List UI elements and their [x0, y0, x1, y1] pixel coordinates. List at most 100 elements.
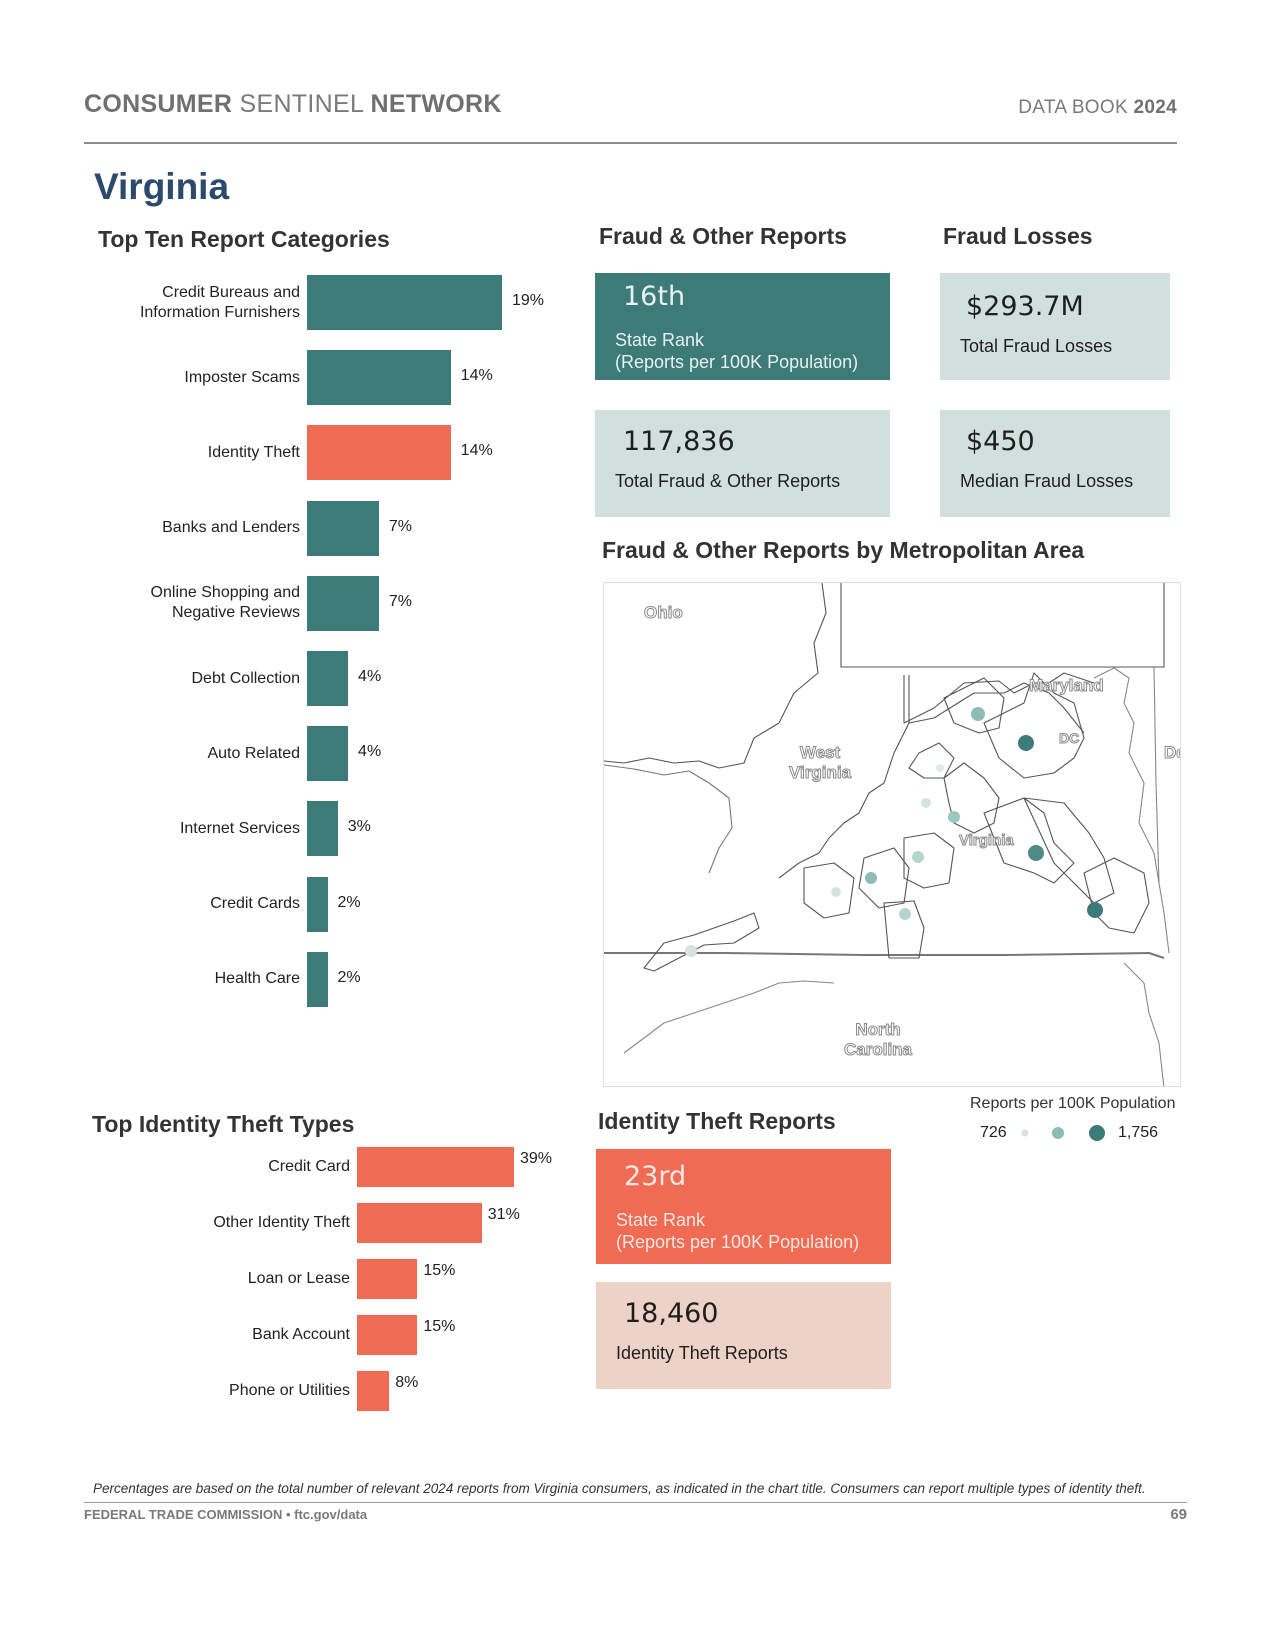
top-ten-value: 14%: [460, 367, 493, 385]
fraud-total-value: 117,836: [623, 426, 735, 457]
delaware-border: [1153, 666, 1160, 884]
metro-winchester: [943, 677, 1005, 734]
ohio-river-line: [604, 583, 827, 769]
top-ten-bar: [307, 651, 349, 706]
title-part-consumer: CONSUMER: [84, 90, 233, 118]
id-theft-type-label: Bank Account: [252, 1326, 350, 1343]
top-ten-bar: [307, 726, 349, 782]
map-label-maryland: Maryland: [1029, 676, 1105, 696]
map-label-west: West: [799, 743, 841, 763]
id-theft-type-bar: [357, 1259, 418, 1299]
metro-lynchburg: [883, 900, 925, 959]
pennsylvania-outline: [840, 583, 1165, 668]
legend-title: Reports per 100K Population: [970, 1095, 1176, 1112]
top-ten-chart: Credit Bureaus and Information Furnishers…: [0, 0, 600, 1050]
dot-lynchburg: [912, 851, 924, 863]
id-theft-type-bar: [357, 1371, 390, 1411]
id-theft-type-value: 15%: [423, 1262, 456, 1279]
id-theft-rank-label: State Rank: [616, 1210, 706, 1230]
map-label-ohio: Ohio: [644, 603, 684, 623]
top-ten-title: Top Ten Report Categories: [98, 226, 390, 252]
fraud-losses-median-value: $450: [966, 426, 1035, 457]
map-svg: [604, 583, 1170, 1086]
dot-bristol: [685, 945, 697, 957]
top-ten-label: Identity Theft: [207, 443, 300, 461]
map-label-carolina: Carolina: [843, 1040, 913, 1060]
id-theft-type-value: 39%: [520, 1150, 553, 1167]
footer-source: FEDERAL TRADE COMMISSION • ftc.gov/data: [84, 1507, 368, 1522]
data-book-label: DATA BOOK 2024: [1018, 97, 1177, 119]
id-theft-type-value: 15%: [423, 1318, 456, 1335]
top-ten-bar: [307, 876, 328, 932]
id-theft-types-title: Top Identity Theft Types: [92, 1111, 355, 1137]
title-part-network: NETWORK: [370, 90, 502, 118]
top-ten-label: Internet Services: [179, 819, 300, 837]
top-ten-value: 7%: [388, 517, 412, 535]
top-ten-value: 3%: [347, 818, 371, 836]
dot-blacksburg: [831, 887, 841, 897]
dot-charlottesville: [948, 811, 960, 823]
southwest-metro: [643, 912, 760, 972]
top-ten-bar: [307, 425, 451, 481]
id-theft-type-bar: [357, 1203, 482, 1243]
data-book-text: DATA BOOK: [1018, 97, 1128, 118]
id-theft-type-label: Credit Card: [268, 1158, 350, 1175]
footer-divider: [84, 1502, 1187, 1503]
header-divider: [84, 142, 1177, 144]
top-ten-bar: [307, 275, 502, 330]
id-theft-rank-value: 23rd: [624, 1161, 687, 1192]
dot-dc: [1018, 735, 1034, 751]
fraud-losses-median-label: Median Fraud Losses: [960, 471, 1134, 491]
metro-dc: [983, 672, 1085, 779]
fraud-total-label: Total Fraud & Other Reports: [615, 471, 841, 491]
va-nc-border: [604, 952, 1165, 959]
top-ten-label: Imposter Scams: [184, 368, 300, 386]
top-ten-bar: [307, 575, 379, 631]
nc-river: [623, 980, 835, 1054]
id-theft-type-value: 31%: [487, 1206, 520, 1223]
id-theft-rank-sublabel: (Reports per 100K Population): [616, 1232, 860, 1252]
metro-roanoke: [903, 832, 955, 889]
kentucky-border: [604, 764, 733, 874]
map-label-west-virginia: West Virginia: [788, 743, 851, 783]
dot-danville: [899, 908, 911, 920]
dot-roanoke: [865, 872, 877, 884]
legend-min: 726: [980, 1124, 1007, 1141]
metro-virginia-beach: [1083, 857, 1150, 934]
report-title: CONSUMER SENTINEL NETWORK: [84, 90, 502, 119]
fraud-rank-value: 16th: [623, 281, 686, 312]
top-ten-value: 4%: [358, 743, 382, 761]
top-ten-bar: [307, 801, 338, 857]
dot-richmond: [1028, 845, 1044, 861]
id-theft-total-label: Identity Theft Reports: [616, 1343, 788, 1363]
fraud-rank-sublabel: (Reports per 100K Population): [615, 352, 859, 372]
fraud-total-box: 117,836 Total Fraud & Other Reports: [595, 410, 890, 517]
fraud-losses-total-label: Total Fraud Losses: [960, 336, 1113, 356]
dot-virginia-beach: [1087, 902, 1103, 918]
top-ten-value: 2%: [337, 968, 361, 986]
nc-coast: [1123, 962, 1165, 1086]
wv-md-border: [908, 675, 1085, 734]
legend-dot-mid: [1052, 1127, 1064, 1139]
top-ten-bar: [307, 951, 328, 1007]
id-theft-type-label: Phone or Utilities: [229, 1382, 350, 1399]
map-label-virginia: Virginia: [959, 832, 1015, 850]
metro-east: [1023, 797, 1115, 904]
map-label-north-carolina: North Carolina: [843, 1020, 913, 1060]
data-book-year: 2024: [1133, 97, 1177, 118]
fraud-losses-total-box: $293.7M Total Fraud Losses: [940, 273, 1170, 380]
id-theft-type-bar: [357, 1315, 418, 1355]
top-ten-value: 4%: [358, 668, 382, 685]
metro-harrisonburg: [908, 742, 955, 779]
id-theft-type-label: Other Identity Theft: [213, 1214, 350, 1231]
top-ten-label: Banks and Lenders: [162, 519, 300, 537]
title-part-sentinel: SENTINEL: [239, 90, 364, 118]
metro-dots: [685, 707, 1103, 957]
state-title: Virginia: [94, 166, 230, 207]
id-theft-total-value: 18,460: [624, 1298, 719, 1329]
id-theft-type-value: 8%: [395, 1374, 419, 1391]
top-ten-label: Debt Collection: [191, 669, 301, 687]
metro-blacksburg: [858, 847, 910, 909]
top-ten-label: Online Shopping and Negative Reviews: [150, 584, 300, 622]
map-label-de: De: [1164, 743, 1180, 763]
